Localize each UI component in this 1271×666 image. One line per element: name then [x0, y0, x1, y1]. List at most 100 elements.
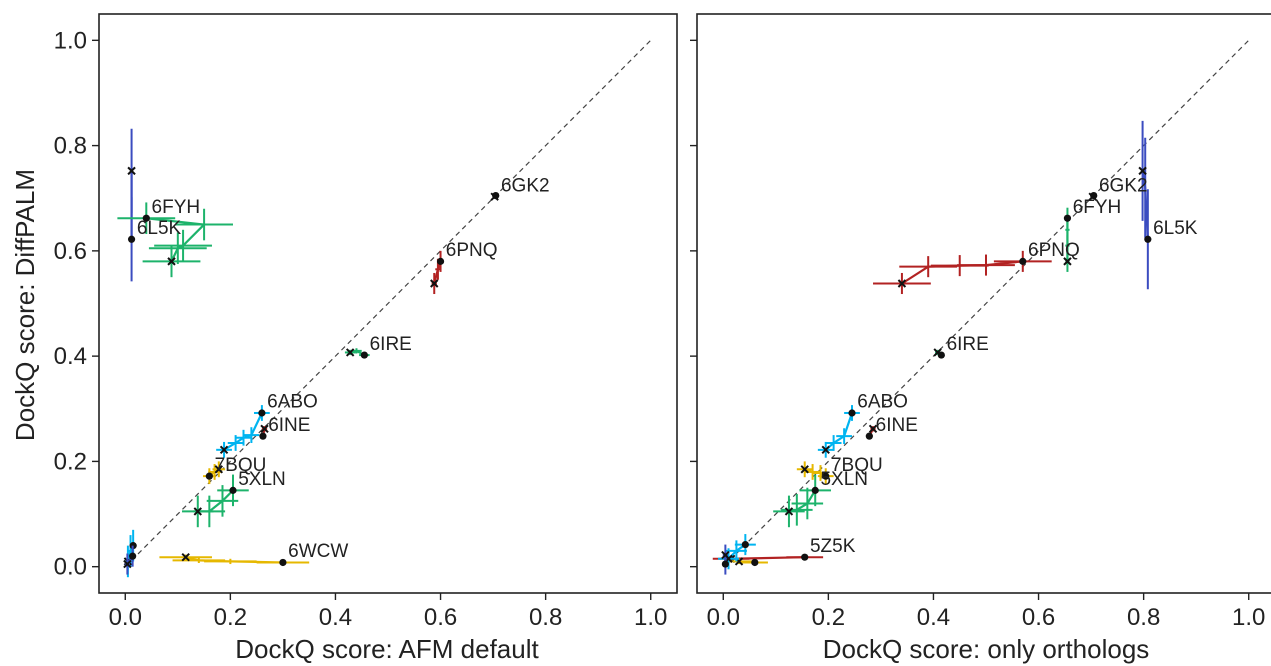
series-6L5K — [1138, 120, 1152, 290]
point-label: 6INE — [876, 415, 918, 436]
series-6GK2 — [1088, 191, 1098, 201]
trajectory-line — [901, 260, 1023, 285]
start-marker — [123, 559, 132, 569]
x-tick-label: 1.0 — [1232, 604, 1265, 631]
trajectory-line — [788, 489, 817, 513]
x-tick-label: 0.0 — [109, 604, 142, 631]
end-marker — [741, 540, 749, 549]
end-marker — [1090, 191, 1098, 200]
start-marker — [193, 507, 202, 516]
series-6GK2 — [490, 191, 500, 201]
series-6IRE — [933, 348, 945, 359]
end-marker — [205, 472, 213, 480]
series-7BQU — [203, 461, 226, 485]
end-marker — [258, 409, 266, 417]
series-6ABO — [216, 405, 270, 458]
end-marker — [279, 558, 287, 567]
panel-afm-default: 0.0 0.2 0.4 0.6 0.8 1.0 0.0 0.2 0.4 0.6 0.8 1.0 6FYH… — [54, 13, 678, 631]
series-6FYH — [117, 202, 233, 278]
series-6INE — [865, 424, 878, 440]
start-marker — [1138, 166, 1147, 176]
trajectory-line — [197, 489, 234, 513]
point-label: 6L5K — [137, 218, 182, 239]
plot-frame — [98, 13, 678, 594]
series-6FYH — [1063, 207, 1072, 272]
end-marker — [360, 351, 368, 359]
x-tick-label: 0.4 — [319, 604, 352, 631]
x-tick-label: 0.8 — [529, 604, 562, 631]
series-7BQU — [796, 461, 834, 485]
point-label: 5Z5K — [810, 536, 856, 557]
trajectory-line — [223, 412, 263, 451]
point-label: 6FYH — [1073, 197, 1122, 218]
start-marker — [784, 507, 794, 516]
series-6ABO — [817, 405, 860, 458]
end-marker — [259, 432, 267, 440]
diagonal-line — [124, 39, 652, 568]
series-unlabeled — [721, 544, 730, 575]
end-marker — [751, 558, 759, 567]
x-tick-label: 0.4 — [917, 604, 950, 631]
x-axis-label-right: DockQ score: only orthologs — [823, 634, 1150, 664]
start-marker — [897, 279, 907, 288]
end-marker — [129, 552, 137, 560]
end-marker — [721, 560, 729, 568]
point-label: 7BQU — [215, 455, 267, 476]
y-tick-label: 0.2 — [54, 448, 87, 475]
end-marker — [1144, 235, 1152, 243]
series-5XLN — [773, 474, 831, 528]
point-label: 6GK2 — [501, 175, 550, 196]
end-marker — [127, 235, 136, 243]
point-label: 6IRE — [370, 334, 412, 355]
series-6L5K — [127, 128, 136, 282]
end-marker — [492, 191, 500, 200]
x-tick-label: 0.6 — [424, 604, 457, 631]
series-unlabeled — [123, 545, 137, 575]
trajectory-line — [1141, 170, 1149, 240]
start-marker — [127, 166, 136, 176]
start-marker — [167, 257, 176, 266]
series-6IRE — [344, 348, 370, 359]
x-tick-label: 0.8 — [1127, 604, 1160, 631]
x-tick-label: 1.0 — [634, 604, 667, 631]
end-marker — [142, 214, 150, 222]
point-label: 6ABO — [857, 392, 908, 413]
point-label: 6ABO — [267, 392, 318, 413]
end-marker — [229, 486, 237, 494]
point-label: 5XLN — [238, 469, 286, 490]
plot-frame — [696, 13, 1271, 594]
start-marker — [260, 424, 269, 433]
end-marker — [801, 553, 809, 561]
end-marker — [937, 351, 945, 359]
x-tick-label: 0.0 — [707, 604, 740, 631]
x-tick-label: 0.2 — [812, 604, 845, 631]
start-marker — [430, 279, 439, 288]
diagonal-line — [722, 39, 1250, 568]
start-marker — [800, 465, 809, 474]
y-axis-label: DockQ score: DiffPALM — [10, 169, 40, 441]
y-tick-label: 0.8 — [54, 133, 87, 160]
y-tick-label: 0.6 — [54, 238, 87, 265]
point-label: 6IRE — [947, 334, 989, 355]
series-6PNQ — [873, 250, 1052, 295]
series-5XLN — [182, 474, 249, 528]
start-marker — [1063, 257, 1072, 266]
point-label: 6INE — [268, 415, 310, 436]
x-tick-label: 0.2 — [214, 604, 247, 631]
series-6WCW — [159, 552, 310, 567]
end-marker — [1019, 257, 1027, 265]
point-label: 6GK2 — [1099, 175, 1148, 196]
y-tick-label: 1.0 — [54, 27, 87, 54]
trajectory-line — [731, 556, 805, 560]
x-tick-label: 0.6 — [1022, 604, 1055, 631]
start-marker — [868, 424, 878, 433]
y-tick-label: 0.0 — [54, 554, 87, 581]
point-label: 7BQU — [831, 455, 883, 476]
start-marker — [214, 465, 224, 474]
end-marker — [1063, 214, 1072, 222]
start-marker — [345, 348, 355, 357]
point-label: 6L5K — [1153, 218, 1198, 239]
end-marker — [822, 472, 830, 480]
